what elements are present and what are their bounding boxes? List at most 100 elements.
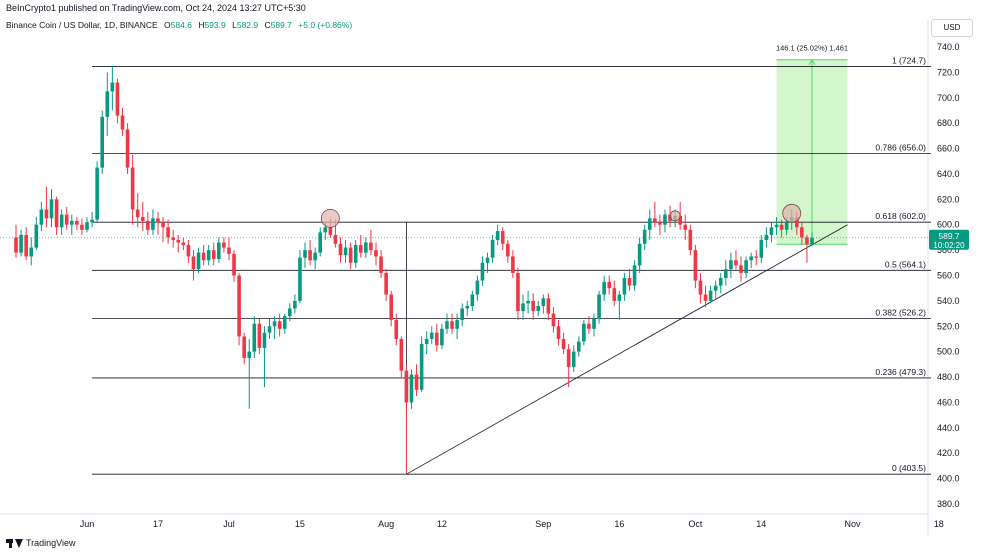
highlight-circle [669, 210, 681, 222]
open-label: O [164, 20, 171, 30]
candle-body [29, 247, 34, 257]
candle-body [277, 321, 282, 329]
candle-body [262, 332, 267, 348]
fib-level-label: 0.382 (526.2) [875, 307, 926, 317]
candle-body [186, 245, 191, 257]
candle-body [399, 338, 404, 371]
candle-body [338, 243, 343, 256]
candle-body [500, 231, 505, 244]
candle-body [272, 321, 277, 327]
candle-body [506, 243, 510, 257]
candle-body [211, 250, 216, 259]
candle-body [135, 209, 140, 218]
candle-body [602, 281, 606, 295]
candle-body [759, 239, 764, 258]
symbol-name[interactable]: Binance Coin / US Dollar, 1D, BINANCE [6, 20, 158, 30]
candle-body [480, 262, 485, 281]
candle-body [526, 300, 530, 304]
candle-body [39, 209, 44, 225]
change-value: +5.0 (+0.86%) [298, 20, 353, 30]
candle-body [561, 338, 566, 350]
candle-body [196, 252, 201, 270]
candle-body [521, 303, 525, 312]
candle-body [384, 272, 388, 295]
candle-body [576, 341, 581, 352]
x-tick-label: 17 [153, 519, 163, 529]
candle-body [587, 323, 591, 329]
candle-body [222, 242, 226, 248]
candle-body [592, 318, 596, 329]
candle-body [424, 338, 429, 345]
candle-body [166, 227, 170, 238]
candle-body [475, 280, 480, 295]
candle-body [729, 260, 733, 270]
candle-body [64, 214, 69, 225]
candle-body [470, 294, 475, 306]
candle-body [394, 319, 399, 339]
candle-body [171, 237, 175, 240]
open-value: 584.6 [170, 20, 192, 30]
candle-body [206, 250, 211, 261]
candle-body [465, 305, 470, 309]
candle-body [85, 222, 89, 230]
y-tick-label: 380.0 [937, 499, 960, 509]
candle-body [90, 219, 94, 223]
candle-body [435, 332, 439, 346]
candle-body [44, 209, 49, 219]
candle-body [810, 237, 814, 245]
candle-body [379, 256, 383, 273]
fib-level-label: 0.5 (564.1) [885, 259, 926, 269]
candle-body [318, 232, 323, 253]
candle-body [637, 243, 642, 266]
candle-body [75, 220, 79, 225]
target-arrow-head [808, 58, 816, 65]
candle-body [653, 218, 657, 223]
candle-body [455, 319, 459, 329]
currency-button[interactable]: USD [931, 19, 973, 37]
candle-body [105, 91, 110, 117]
candle-body [348, 247, 353, 263]
candle-body [546, 298, 551, 314]
x-tick-label: 12 [437, 519, 447, 529]
candle-body [257, 323, 262, 348]
y-tick-label: 480.0 [937, 372, 960, 382]
candle-body [419, 344, 424, 390]
candle-body [734, 260, 738, 266]
x-tick-label: Jun [80, 519, 95, 529]
candle-body [59, 214, 64, 228]
candle-body [364, 242, 368, 253]
candle-body [607, 281, 612, 289]
candle-body [713, 285, 718, 291]
candle-body [181, 242, 186, 246]
candle-body [24, 234, 28, 257]
low-value: 582.9 [236, 20, 259, 30]
candle-body [642, 229, 647, 244]
candle-body [450, 321, 454, 329]
highlight-circle [320, 208, 340, 228]
candle-body [805, 237, 809, 245]
candle-body [744, 260, 748, 273]
candle-body [754, 256, 759, 258]
plot-area [0, 38, 928, 520]
candle-body [495, 231, 500, 240]
candle-body [54, 199, 59, 228]
candle-body [647, 218, 652, 230]
candle-body [784, 222, 789, 230]
support-trendline [406, 224, 848, 475]
candle-body [201, 252, 206, 261]
candle-body [440, 328, 444, 346]
candle-body [769, 227, 774, 235]
candle-body [612, 288, 617, 301]
candle-body [313, 252, 317, 261]
y-tick-label: 640.0 [937, 169, 960, 179]
ohlc-legend: Binance Coin / US Dollar, 1D, BINANCE O5… [6, 20, 352, 30]
x-tick-label: Oct [688, 519, 703, 529]
candle-body [749, 256, 753, 261]
candle-body [100, 116, 105, 168]
y-tick-label: 440.0 [937, 423, 960, 433]
candle-body [146, 220, 150, 230]
tradingview-logo-icon [6, 538, 23, 548]
high-label: H [198, 20, 205, 30]
candle-body [252, 323, 257, 352]
